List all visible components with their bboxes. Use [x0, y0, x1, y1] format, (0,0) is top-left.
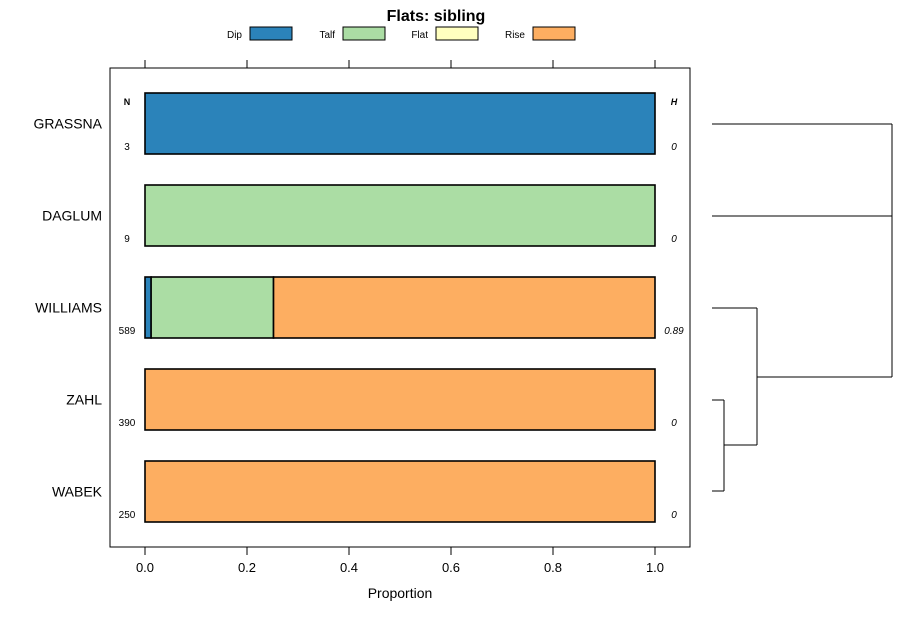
n-value: 3	[124, 142, 130, 153]
h-value: 0.89	[664, 326, 684, 337]
n-value: 390	[119, 418, 136, 429]
n-value: 9	[124, 234, 130, 245]
h-value: 0	[671, 418, 677, 429]
legend-label-talf: Talf	[319, 30, 335, 41]
x-tick-label: 1.0	[646, 560, 664, 575]
bar-williams-dip	[144, 276, 152, 339]
legend: Dip Talf Flat Rise	[227, 26, 576, 41]
bar-williams-rise	[272, 276, 656, 339]
x-tick-label: 0.2	[238, 560, 256, 575]
x-axis-label: Proportion	[368, 585, 433, 601]
bar-grassna-dip	[144, 92, 656, 155]
category-label: ZAHL	[66, 392, 102, 408]
x-tick-label: 0.8	[544, 560, 562, 575]
bar-daglum-talf	[144, 184, 656, 247]
n-column-header: N	[124, 97, 131, 107]
legend-label-rise: Rise	[505, 30, 525, 41]
legend-swatch-flat	[435, 26, 479, 41]
h-value: 0	[671, 510, 677, 521]
x-tick-label: 0.0	[136, 560, 154, 575]
dendrogram	[712, 123, 893, 492]
x-axis: 0.0 0.2 0.4 0.6 0.8 1.0	[136, 60, 664, 575]
n-value: 589	[119, 326, 136, 337]
category-label: GRASSNA	[34, 116, 103, 132]
category-label: DAGLUM	[42, 208, 102, 224]
legend-label-flat: Flat	[411, 30, 428, 41]
bar-wabek-rise	[144, 460, 656, 523]
category-label: WABEK	[52, 484, 103, 500]
bars	[144, 92, 656, 523]
x-tick-label: 0.6	[442, 560, 460, 575]
h-column-header: H	[671, 97, 678, 107]
legend-swatch-dip	[249, 26, 293, 41]
h-value: 0	[671, 142, 677, 153]
legend-swatch-rise	[532, 26, 576, 41]
legend-label-dip: Dip	[227, 30, 242, 41]
category-labels: GRASSNA 3 0 DAGLUM 9 0 WILLIAMS 589 0.89 ZAHL 390 0…	[34, 116, 685, 522]
x-tick-label: 0.4	[340, 560, 358, 575]
bar-williams-talf	[150, 276, 275, 339]
n-value: 250	[119, 510, 136, 521]
h-value: 0	[671, 234, 677, 245]
plot-frame	[109, 67, 691, 548]
category-label: WILLIAMS	[35, 300, 102, 316]
legend-swatch-talf	[342, 26, 386, 41]
bar-zahl-rise	[144, 368, 656, 431]
chart-title: Flats: sibling	[387, 8, 486, 25]
